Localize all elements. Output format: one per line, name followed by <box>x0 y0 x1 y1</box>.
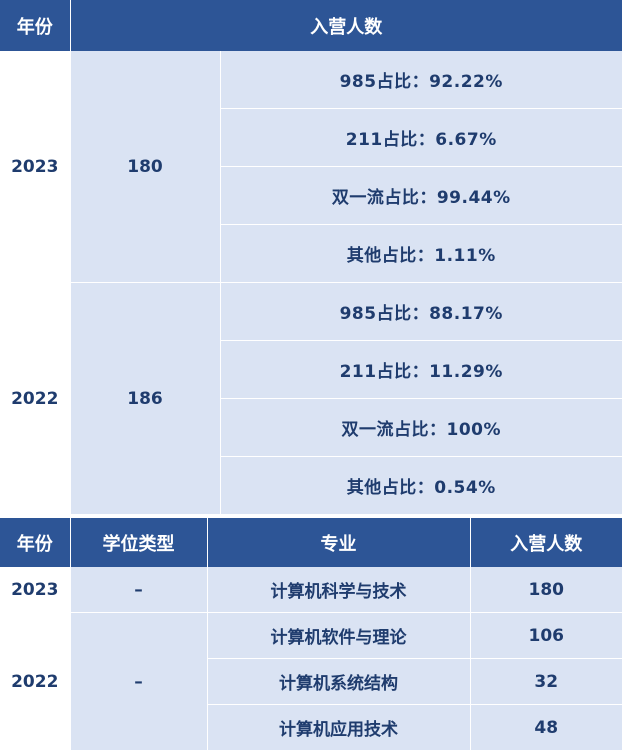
header-enrollment: 入营人数 <box>70 0 622 51</box>
header-enrollment: 入营人数 <box>470 518 622 567</box>
ratio-cell: 其他占比：1.11% <box>220 224 622 283</box>
ratio-cell: 211占比：6.67% <box>220 108 622 167</box>
table-row: 计算机系统结构 32 <box>0 658 622 705</box>
major-cell: 计算机系统结构 <box>207 658 471 705</box>
year-cell: 2022 <box>0 612 71 751</box>
major-cell: 计算机应用技术 <box>207 704 471 751</box>
table-row: 2023 180 985占比：92.22% <box>0 51 622 283</box>
table-row: 2023 – 计算机科学与技术 180 <box>0 567 622 613</box>
count-cell: 32 <box>470 658 622 705</box>
count-cell: 180 <box>470 567 622 613</box>
table-row: 2022 – 计算机软件与理论 106 <box>0 612 622 751</box>
table-row: 2022 186 985占比：88.17% <box>0 282 622 515</box>
header-major: 专业 <box>207 518 471 567</box>
degree-type-cell: – <box>70 567 208 613</box>
ratio-cell: 其他占比：0.54% <box>220 456 622 515</box>
degree-type-cell: – <box>70 612 208 751</box>
ratio-cell: 985占比：92.22% <box>220 51 622 109</box>
count-cell: 180 <box>70 51 221 283</box>
table-row: 其他占比：1.11% <box>0 224 622 283</box>
enrollment-ratio-table: 年份 入营人数 2023 180 985占比：92.22% 211占比：6.67… <box>0 0 622 515</box>
table-row: 211占比：6.67% <box>0 108 622 167</box>
ratio-cell: 985占比：88.17% <box>220 282 622 341</box>
ratio-cell: 211占比：11.29% <box>220 340 622 399</box>
major-cell: 计算机软件与理论 <box>207 612 471 659</box>
table-row: 双一流占比：100% <box>0 398 622 457</box>
header-year: 年份 <box>0 0 71 51</box>
ratio-cell: 双一流占比：99.44% <box>220 166 622 225</box>
table-separator <box>0 515 622 518</box>
table-header-row: 年份 学位类型 专业 入营人数 <box>0 518 622 567</box>
table-header-row: 年份 入营人数 <box>0 0 622 51</box>
ratio-cell: 双一流占比：100% <box>220 398 622 457</box>
year-cell: 2023 <box>0 567 71 613</box>
year-cell: 2023 <box>0 51 71 283</box>
count-cell: 106 <box>470 612 622 659</box>
year-cell: 2022 <box>0 282 71 515</box>
table-row: 其他占比：0.54% <box>0 456 622 515</box>
count-cell: 48 <box>470 704 622 751</box>
table-row: 211占比：11.29% <box>0 340 622 399</box>
header-year: 年份 <box>0 518 71 567</box>
table-row: 计算机应用技术 48 <box>0 704 622 751</box>
count-cell: 186 <box>70 282 221 515</box>
table-row: 双一流占比：99.44% <box>0 166 622 225</box>
header-degree-type: 学位类型 <box>70 518 208 567</box>
major-cell: 计算机科学与技术 <box>207 567 471 613</box>
major-enrollment-table: 年份 学位类型 专业 入营人数 2023 – 计算机科学与技术 180 2022… <box>0 518 622 751</box>
